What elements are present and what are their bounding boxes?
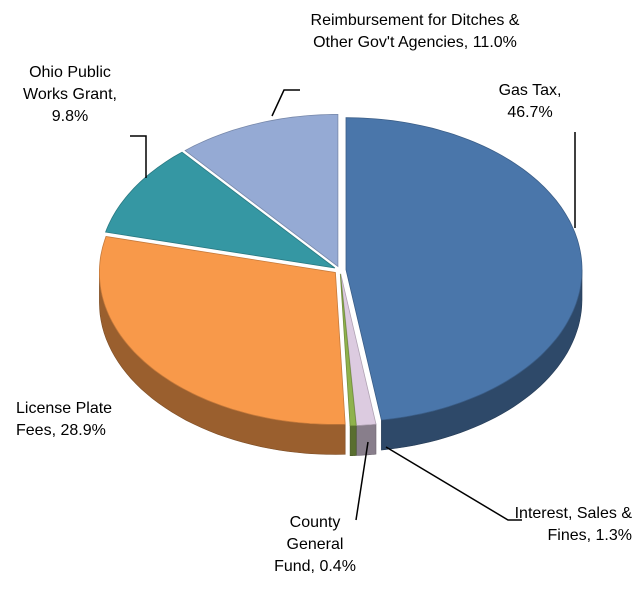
data-label: Reimbursement for Ditches & Other Gov't … bbox=[300, 10, 530, 54]
data-label: License Plate Fees, 28.9% bbox=[16, 398, 156, 442]
category-label: Interest, Sales & Fines, bbox=[514, 505, 632, 544]
pie-sides bbox=[99, 269, 583, 456]
slice bbox=[105, 151, 336, 269]
value-label: 11.0% bbox=[472, 34, 517, 51]
pie-tops bbox=[99, 114, 583, 427]
leader-line bbox=[271, 89, 300, 117]
value-label: 28.9% bbox=[60, 422, 106, 439]
leader-line bbox=[385, 446, 522, 521]
data-label: Gas Tax, 46.7% bbox=[480, 80, 580, 124]
leader-line bbox=[130, 135, 147, 178]
category-label: Gas Tax, bbox=[498, 82, 562, 99]
leader-line bbox=[355, 441, 369, 521]
value-label: 9.8% bbox=[51, 108, 89, 125]
slice bbox=[345, 117, 583, 421]
category-label: County General Fund, bbox=[274, 514, 344, 575]
category-label: Reimbursement for Ditches & Other Gov't … bbox=[310, 12, 520, 51]
slice bbox=[184, 114, 339, 268]
value-label: 0.4% bbox=[319, 558, 356, 575]
category-label: Ohio Public Works Grant, bbox=[23, 64, 117, 103]
data-label: County General Fund, 0.4% bbox=[265, 512, 365, 578]
data-label: Interest, Sales & Fines, 1.3% bbox=[512, 503, 632, 547]
data-label: Ohio Public Works Grant, 9.8% bbox=[5, 62, 135, 128]
slice bbox=[339, 273, 357, 427]
value-label: 46.7% bbox=[507, 104, 553, 121]
category-label: License Plate Fees, bbox=[16, 400, 113, 439]
value-label: 1.3% bbox=[595, 527, 632, 544]
slice bbox=[99, 236, 346, 425]
slice-side bbox=[349, 425, 357, 456]
leader-lines bbox=[130, 89, 576, 521]
